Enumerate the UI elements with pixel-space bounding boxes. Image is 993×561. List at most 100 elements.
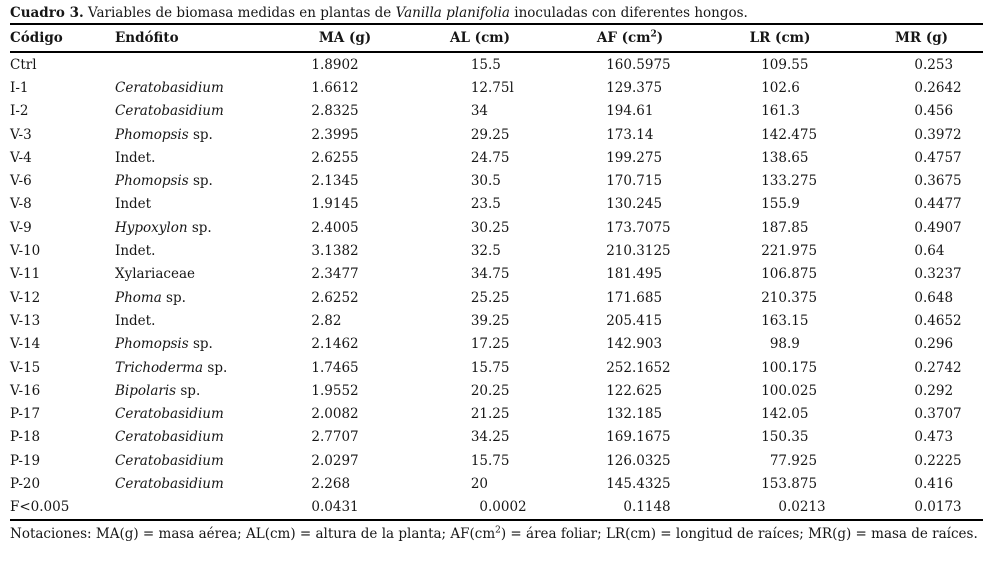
table-row: V-11 Xylariaceae 2.3477 34.75 181.495 10… <box>10 263 983 286</box>
endophyte-roman: Xylariaceae <box>115 266 196 283</box>
cell-mr: 0.4477 <box>914 196 962 213</box>
cell-lr: 100.175 <box>761 359 818 376</box>
cell-al: 23.5 <box>470 196 501 213</box>
table-header-row: Código Endófito MA (g) AL (cm) AF (cm2) … <box>10 25 983 53</box>
cell-mr: 0.473 <box>914 429 954 446</box>
cell-lr: 150.35 <box>761 429 809 446</box>
footnote-text-end: ) = área foliar; LR(cm) = longitud de ra… <box>500 525 978 542</box>
cell-al: 34 <box>470 103 488 120</box>
cell-endophyte: Ceratobasidium <box>115 453 290 469</box>
endophyte-roman: Indet. <box>115 243 156 260</box>
cell-endophyte: Ceratobasidium <box>115 406 290 422</box>
cell-ma: 2.268 <box>311 475 351 492</box>
cell-al: 20 <box>470 475 488 492</box>
cell-lr: 221.975 <box>761 243 818 260</box>
endophyte-roman: Indet. <box>115 149 156 166</box>
col-header-al: AL (cm) <box>450 30 510 46</box>
endophyte-italic: Hypoxylon <box>115 219 188 236</box>
cell-al: 15.5 <box>470 56 501 73</box>
table-row: I-1 Ceratobasidium 1.6612 12.75l 129.375… <box>10 76 983 99</box>
cell-al: 32.5 <box>470 243 501 260</box>
endophyte-roman: sp. <box>203 359 228 376</box>
af-superscript: 2 <box>650 29 657 40</box>
cell-code: V-13 <box>10 312 41 329</box>
cell-endophyte: Indet. <box>115 313 290 329</box>
cell-code: P-20 <box>10 475 41 492</box>
cell-af: 145.4325 <box>606 475 671 492</box>
endophyte-italic: Ceratobasidium <box>115 406 224 423</box>
cell-code: V-4 <box>10 149 32 166</box>
cell-al: 12.75l <box>470 79 514 96</box>
col-header-endofito: Endófito <box>115 30 179 46</box>
cell-al: 20.25 <box>470 382 510 399</box>
col-header-ma: MA (g) <box>318 30 372 46</box>
cell-code: V-11 <box>10 266 41 283</box>
cell-code: I-1 <box>10 79 29 96</box>
cell-af: 122.625 <box>606 382 663 399</box>
cell-al: 25.25 <box>470 289 510 306</box>
footnote-text: Notaciones: MA(g) = masa aérea; AL(cm) =… <box>10 525 496 542</box>
cell-al: 30.5 <box>470 173 501 190</box>
endophyte-italic: Trichoderma <box>115 359 204 376</box>
cell-mr: 0.2742 <box>914 359 962 376</box>
title-text: Variables de biomasa medidas en plantas … <box>83 5 396 21</box>
cell-al: 21.25 <box>470 406 510 423</box>
cell-mr: 0.4907 <box>914 219 962 236</box>
cell-af: 142.903 <box>606 336 663 353</box>
endophyte-italic: Ceratobasidium <box>115 79 224 96</box>
col-header-codigo: Código <box>10 30 63 46</box>
col-header-lr: LR (cm) <box>749 30 811 46</box>
table-row: V-16 Bipolaris sp. 1.9552 20.25 122.625 … <box>10 379 983 402</box>
cell-mr: 0.253 <box>914 56 954 73</box>
cell-mr: 0.292 <box>914 382 954 399</box>
cell-af: 252.1652 <box>606 359 671 376</box>
endophyte-roman: sp. <box>188 126 213 143</box>
cell-al: 15.75 <box>470 452 510 469</box>
endophyte-roman: sp. <box>176 382 201 399</box>
table-row: P-20 Ceratobasidium 2.268 20 145.4325 15… <box>10 472 983 495</box>
table-title: Cuadro 3. Variables de biomasa medidas e… <box>10 3 983 23</box>
cell-endophyte: Ceratobasidium <box>115 476 290 492</box>
endophyte-roman: sp. <box>161 289 186 306</box>
cell-af: 194.61 <box>606 103 654 120</box>
cell-lr: 142.475 <box>761 126 818 143</box>
cell-endophyte: Indet. <box>115 243 290 259</box>
cell-lr: 138.65 <box>761 149 809 166</box>
table-row: P-17 Ceratobasidium 2.0082 21.25 132.185… <box>10 402 983 425</box>
endophyte-italic: Ceratobasidium <box>115 429 224 446</box>
endophyte-italic: Phomopsis <box>115 173 189 190</box>
endophyte-roman: Indet. <box>115 312 156 329</box>
table-row: V-4 Indet. 2.6255 24.75 199.275 138.65 0… <box>10 146 983 169</box>
cell-code: V-6 <box>10 173 32 190</box>
cell-af: 199.275 <box>606 149 663 166</box>
cell-af: 132.185 <box>606 406 663 423</box>
cell-mr: 0.296 <box>914 336 954 353</box>
cell-ma: 2.3995 <box>311 126 359 143</box>
table-row: V-13 Indet. 2.82 39.25 205.415 163.15 0.… <box>10 309 983 332</box>
cell-ma: 2.82 <box>311 312 342 329</box>
af-label-close: ) <box>656 30 664 46</box>
cell-code: V-3 <box>10 126 32 143</box>
endophyte-italic: Phoma <box>115 289 162 306</box>
cell-af: 173.7075 <box>606 219 671 236</box>
cell-endophyte: Ceratobasidium <box>115 103 290 119</box>
cell-code: Ctrl <box>10 56 37 73</box>
cell-ma: 1.9552 <box>311 382 359 399</box>
cell-al: 17.25 <box>470 336 510 353</box>
cell-mr: 0.2225 <box>914 452 962 469</box>
cell-lr: 163.15 <box>761 312 809 329</box>
table-row: I-2 Ceratobasidium 2.8325 34 194.61 161.… <box>10 100 983 123</box>
cell-code: V-15 <box>10 359 41 376</box>
cell-af: 173.14 <box>606 126 654 143</box>
cell-lr: 77.925 <box>769 452 818 469</box>
cell-lr: 133.275 <box>761 173 818 190</box>
cell-af: 210.3125 <box>606 243 671 260</box>
endophyte-italic: Phomopsis <box>115 126 189 143</box>
cell-code: P-18 <box>10 429 41 446</box>
cell-lr: 210.375 <box>761 289 818 306</box>
cell-endophyte: Ceratobasidium <box>115 429 290 445</box>
cell-lr: 98.9 <box>769 336 800 353</box>
cell-lr: 187.85 <box>761 219 809 236</box>
cell-af: 160.5975 <box>606 56 671 73</box>
cell-ma: 1.7465 <box>311 359 359 376</box>
